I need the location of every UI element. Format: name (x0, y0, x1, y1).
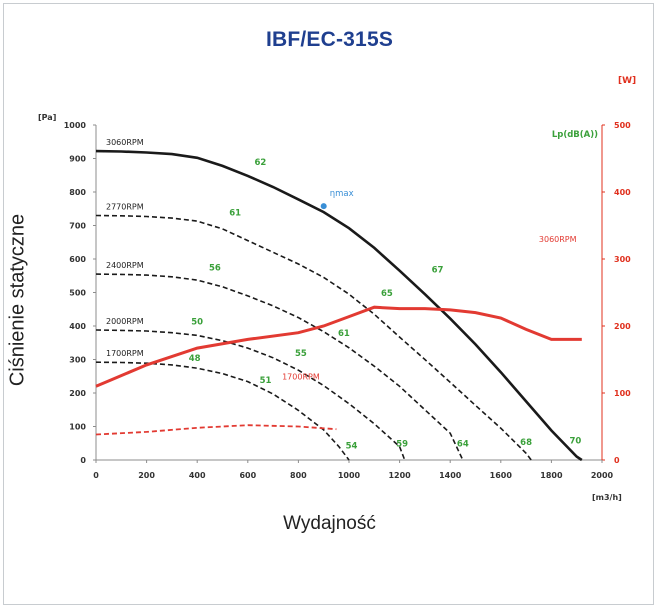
y-tick-label: 1000 (64, 121, 87, 130)
y-tick-label: 100 (69, 423, 86, 432)
y-tick-label: 400 (69, 322, 86, 331)
x-tick-label: 1200 (388, 471, 411, 480)
power-unit-label: [W] (618, 76, 636, 86)
x-tick-label: 600 (239, 471, 256, 480)
noise-value-label: 62 (255, 158, 267, 168)
chart-title: IBF/EC-315S (265, 28, 394, 51)
x-tick-label: 800 (290, 471, 307, 480)
pressure-curve-line (95, 214, 532, 461)
x-tick-label: 0 (93, 471, 99, 480)
right-tick-label: 0 (614, 456, 620, 465)
rpm-label: 1700RPM (106, 349, 144, 358)
power-curve-label: 1700RPM (282, 372, 320, 381)
right-tick-label: 100 (614, 389, 631, 398)
pressure-curve-line (95, 273, 464, 461)
x-unit-label: [m3/h] (592, 493, 622, 502)
eta-max-label: ηmax (330, 189, 354, 199)
rpm-label: 2770RPM (106, 202, 144, 211)
noise-value-label: 61 (338, 329, 350, 339)
noise-value-label: 65 (381, 289, 393, 299)
noise-value-label: 56 (209, 264, 221, 274)
rpm-label: 2400RPM (106, 261, 144, 270)
noise-unit-label: Lp(dB(A)) (552, 130, 598, 140)
y-tick-label: 700 (69, 222, 86, 231)
x-tick-label: 1000 (338, 471, 361, 480)
y-tick-label: 900 (69, 155, 86, 164)
right-tick-label: 200 (614, 322, 631, 331)
y-tick-label: 600 (69, 255, 86, 264)
noise-value-label: 54 (346, 441, 358, 451)
y-tick-label: 0 (80, 456, 86, 465)
noise-value-label: 61 (229, 208, 241, 218)
right-tick-label: 300 (614, 255, 631, 264)
noise-value-label: 67 (432, 265, 444, 275)
x-tick-label: 2000 (591, 471, 614, 480)
x-tick-label: 1600 (490, 471, 513, 480)
rpm-label: 3060RPM (106, 138, 144, 147)
power-curve-label: 3060RPM (539, 235, 577, 244)
x-tick-label: 1400 (439, 471, 462, 480)
noise-value-label: 51 (260, 376, 272, 386)
x-axis-title: Wydajność (283, 513, 376, 534)
power-curve-line (95, 424, 337, 436)
x-tick-label: 400 (189, 471, 206, 480)
x-tick-label: 200 (138, 471, 155, 480)
power-curve-line (95, 305, 582, 388)
noise-value-label: 64 (457, 440, 469, 450)
y-tick-label: 200 (69, 389, 86, 398)
y-tick-label: 800 (69, 188, 86, 197)
noise-value-label: 50 (191, 317, 203, 327)
right-tick-label: 500 (614, 121, 631, 130)
eta-max-marker (320, 203, 327, 210)
noise-value-label: 59 (396, 440, 408, 450)
figure-frame (3, 3, 654, 605)
noise-value-label: 68 (520, 438, 532, 448)
x-tick-label: 1800 (540, 471, 563, 480)
y-tick-label: 300 (69, 356, 86, 365)
right-tick-label: 400 (614, 188, 631, 197)
pressure-curve-line (95, 329, 406, 461)
rpm-label: 2000RPM (106, 317, 144, 326)
pressure-curve-line (95, 361, 350, 461)
noise-value-label: 70 (570, 436, 582, 446)
noise-value-label: 55 (295, 349, 307, 359)
left-unit-label: [Pa] (38, 113, 56, 122)
pressure-curve-line (95, 149, 583, 462)
noise-value-label: 48 (189, 354, 201, 364)
y-tick-label: 500 (69, 289, 86, 298)
